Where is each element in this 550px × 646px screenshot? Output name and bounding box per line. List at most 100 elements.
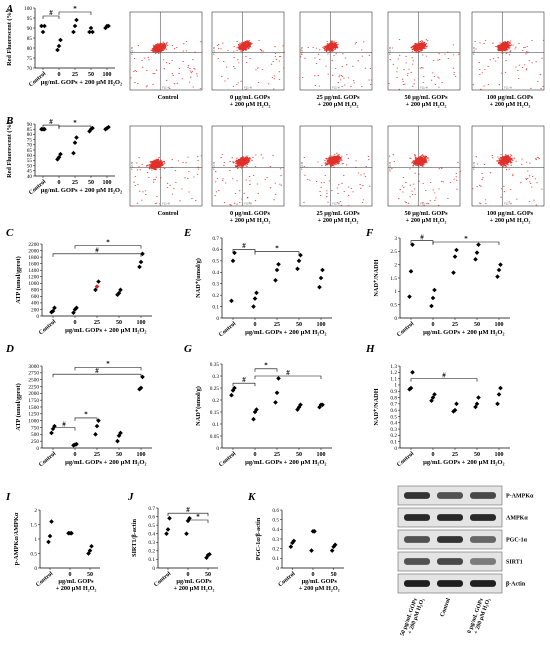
y-tick-label: 0.4	[272, 527, 279, 533]
y-tick-label: 1500	[28, 405, 39, 411]
y-tick-label: 0.4	[390, 421, 397, 427]
x-tick-label: 0	[58, 180, 61, 186]
flow-plot-frame	[129, 125, 203, 207]
y-tick-label: 500	[31, 432, 39, 438]
flow-caption: + 200 μM H₂O₂	[406, 101, 447, 108]
data-point	[69, 530, 74, 536]
data-point	[410, 242, 415, 247]
y-tick-label: 1	[394, 289, 397, 295]
x-tick-label: 100	[317, 322, 326, 328]
data-point	[106, 124, 111, 130]
data-point	[58, 37, 63, 43]
data-point	[288, 544, 294, 550]
panel-letter-j: J	[127, 491, 134, 503]
x-tick-label: 0	[74, 320, 77, 326]
data-point	[50, 308, 56, 314]
x-tick-label: 50	[116, 320, 122, 326]
significance-bracket	[254, 375, 322, 379]
blot-band	[470, 492, 496, 499]
x-tick-label: Control	[396, 321, 415, 339]
data-point	[432, 287, 437, 293]
panel-letter-c: C	[6, 227, 14, 239]
y-tick-label: 0.1	[148, 557, 155, 563]
data-point	[291, 538, 297, 544]
data-point	[72, 307, 78, 312]
chart-c: 0200400600800100012001400160018002000220…	[15, 238, 152, 336]
significance-bracket	[187, 519, 209, 523]
y-tick-label: 55	[27, 158, 33, 164]
data-point	[164, 531, 169, 537]
flow-x-label: FL1-H	[420, 202, 428, 206]
y-tick-label: 1800	[28, 255, 39, 261]
blot-band	[404, 514, 430, 521]
y-tick-label: 0.1	[390, 439, 397, 445]
x-tick-label: 25	[72, 72, 78, 78]
y-tick-label: 0.2	[272, 546, 279, 552]
panel-letter-b: B	[5, 115, 13, 127]
flow-caption: 25 μg/mL GOPs	[316, 94, 360, 101]
data-point	[49, 519, 54, 524]
data-point	[410, 370, 415, 375]
y-tick-label: 2000	[28, 391, 39, 397]
flow-plot: FL1-H FL2-H 0 μg/mL GOPs+ 200 μM H₂O₂	[211, 11, 285, 108]
significance-bracket	[232, 249, 256, 253]
y-axis-label: NAD⁺(umol/g)	[195, 386, 202, 426]
data-point	[88, 25, 94, 31]
flow-x-label: FL1-H	[504, 86, 512, 90]
y-tick-label: 60	[27, 153, 33, 159]
x-tick-label: 25	[274, 452, 280, 458]
y-tick-label: 75	[27, 56, 33, 62]
blot-row: SIRT1	[397, 551, 523, 572]
data-point	[229, 392, 234, 398]
flow-plot: FL1-H FL2-H 50 μg/mL GOPs+ 200 μM H₂O₂	[387, 125, 461, 224]
flow-x-label: FL1-H	[504, 202, 512, 206]
data-point	[42, 23, 47, 29]
x-tick-label: 50	[474, 452, 480, 458]
group-caption: μg/mL GOPs + 200 μM H₂O₂	[65, 327, 146, 334]
significance-bracket	[74, 367, 142, 371]
data-point	[317, 284, 322, 290]
flow-plot-frame	[299, 11, 373, 91]
flow-x-label: FL1-H	[162, 202, 170, 206]
blot-band	[437, 514, 463, 521]
group-caption: μg/mL GOPs + 200 μM H₂O₂	[423, 329, 504, 336]
significance-mark: #	[242, 242, 246, 250]
data-point	[56, 154, 62, 160]
data-point	[454, 247, 459, 253]
significance-mark: *	[73, 119, 77, 127]
data-point	[252, 296, 258, 301]
flow-y-label: FL2-H	[472, 162, 476, 170]
y-tick-label: 1400	[28, 268, 39, 274]
data-point	[295, 407, 300, 412]
blot-band	[437, 558, 463, 565]
data-point	[296, 404, 302, 410]
data-point	[254, 407, 259, 412]
x-tick-label: 50	[116, 452, 122, 458]
y-tick-label: 95	[27, 16, 33, 22]
blot-band	[404, 492, 430, 499]
flow-plot: FL1-H FL2-H Control	[129, 125, 203, 217]
flow-plot: FL1-H FL2-H 100 μg/mL GOPs+ 200 μM H₂O₂	[471, 11, 545, 108]
y-tick-label: 1.5	[30, 522, 37, 528]
x-tick-label: Control	[218, 451, 237, 469]
flow-events	[130, 41, 202, 89]
y-tick-label: 2	[34, 508, 37, 514]
y-tick-label: 1200	[28, 275, 39, 281]
data-point	[473, 257, 478, 262]
y-axis-label: ATP (umol/gprot)	[15, 383, 22, 431]
x-tick-label: Control	[38, 319, 57, 337]
significance-mark: *	[106, 360, 110, 368]
x-tick-label: 100	[495, 452, 504, 458]
x-tick-label: 0	[312, 572, 315, 578]
data-point	[317, 404, 322, 410]
y-tick-label: 0.3	[390, 427, 397, 433]
data-point	[42, 126, 47, 132]
flow-plot-frame	[387, 11, 461, 91]
y-tick-label: 200	[31, 307, 39, 313]
data-point	[74, 135, 79, 140]
significance-mark: *	[196, 513, 200, 521]
significance-bracket	[52, 427, 76, 431]
